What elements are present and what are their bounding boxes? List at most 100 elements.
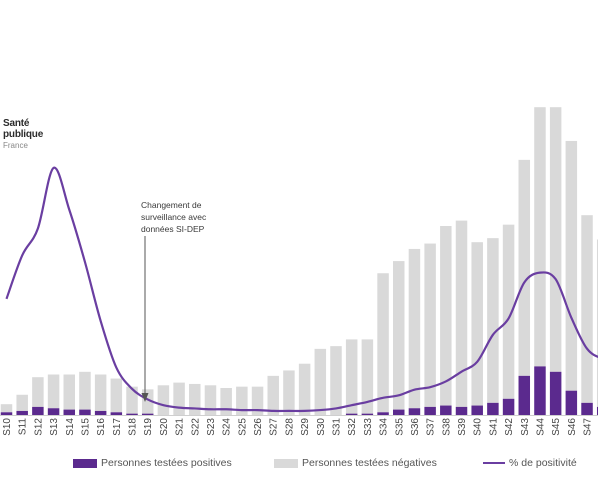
legend-item-positives: Personnes testées positives (73, 457, 232, 469)
bar-negative-s42 (502, 224, 515, 399)
bar-negative-s33 (361, 339, 374, 414)
bar-positive-s48 (596, 406, 598, 415)
brand-line-1: Santé (3, 118, 30, 129)
x-tick-label-s18: S18 (128, 418, 139, 436)
bar-positive-s13 (47, 408, 60, 415)
bar-negative-s34 (377, 273, 389, 413)
bar-negative-s46 (565, 140, 578, 391)
x-tick-label-s41: S41 (488, 418, 499, 436)
bar-negative-s44 (534, 107, 546, 367)
x-tick-label-s16: S16 (96, 418, 107, 436)
x-tick-label-s47: S47 (583, 418, 594, 436)
sidep-annotation: Changement de surveillance avec données … (141, 199, 261, 235)
legend-swatch-rate (483, 462, 505, 464)
bar-positive-s10 (0, 412, 13, 415)
bar-negative-s19 (141, 389, 154, 414)
x-tick-label-s40: S40 (473, 418, 484, 436)
x-tick-label-s15: S15 (80, 418, 91, 436)
x-tick-label-s44: S44 (535, 418, 546, 436)
bar-negative-s35 (393, 261, 405, 410)
legend-item-negatives: Personnes testées négatives (274, 457, 437, 469)
bar-negative-s21 (173, 382, 185, 415)
bar-negative-s48 (596, 239, 598, 407)
bar-positive-s36 (408, 408, 421, 415)
x-tick-label-s45: S45 (551, 418, 562, 436)
bar-negative-s41 (487, 238, 499, 403)
bar-negative-s18 (126, 386, 138, 414)
bar-positive-s11 (16, 410, 28, 415)
bar-negative-s37 (424, 243, 436, 407)
bar-positive-s33 (361, 413, 374, 415)
annotation-line-3: données SI-DEP (141, 224, 205, 234)
positivity-line-group (5, 166, 598, 413)
bar-negative-s30 (314, 348, 327, 415)
bar-negative-s23 (204, 385, 217, 415)
x-tick-label-s46: S46 (567, 418, 578, 436)
bar-negative-s38 (440, 226, 452, 406)
bar-positive-s16 (94, 410, 107, 415)
bar-negative-s17 (110, 378, 123, 413)
x-tick-label-s22: S22 (190, 418, 201, 436)
bar-negative-s43 (518, 159, 531, 376)
x-tick-label-s43: S43 (520, 418, 531, 436)
bar-negative-s27 (267, 375, 279, 415)
bar-negative-s25 (236, 386, 248, 415)
bar-negative-s31 (330, 346, 342, 415)
bar-negative-s28 (283, 370, 295, 415)
brand-line-3: France (3, 141, 28, 150)
x-tick-label-s35: S35 (394, 418, 405, 436)
bar-positive-s14 (63, 409, 76, 415)
x-tick-label-s36: S36 (410, 418, 421, 436)
legend: Personnes testées positives Personnes te… (0, 455, 598, 475)
bar-positive-s34 (377, 412, 389, 415)
bar-negative-s13 (47, 374, 60, 409)
legend-label-rate: % de positivité (509, 457, 577, 469)
annotation-line-1: Changement de (141, 200, 202, 210)
x-tick-label-s34: S34 (379, 418, 390, 436)
bar-negative-s40 (471, 242, 483, 406)
bar-positive-s37 (424, 406, 436, 415)
bar-negative-s14 (63, 374, 76, 410)
x-tick-label-s21: S21 (175, 418, 186, 436)
x-tick-label-s25: S25 (237, 418, 248, 436)
bar-positive-s43 (518, 375, 531, 415)
bar-positive-s17 (110, 412, 123, 415)
legend-item-rate: % de positivité (483, 457, 577, 469)
x-tick-label-s31: S31 (331, 418, 342, 436)
bar-negative-s24 (220, 388, 232, 415)
bar-negative-s36 (408, 248, 421, 409)
bar-positive-s44 (534, 366, 546, 415)
brand-line-2: publique (3, 129, 44, 140)
x-tick-label-s37: S37 (426, 418, 437, 436)
x-tick-label-s10: S10 (2, 418, 13, 436)
bar-positive-s18 (126, 413, 138, 415)
x-tick-label-s38: S38 (441, 418, 452, 436)
bar-negative-s39 (455, 220, 468, 407)
x-tick-labels: S10 S11 S12 S13 S14 S15 S16 S17 S18 S19 S20 S21 S22 S… (2, 418, 594, 436)
bar-negative-s26 (251, 386, 264, 415)
x-tick-label-s14: S14 (65, 418, 76, 436)
x-tick-label-s26: S26 (253, 418, 264, 436)
legend-label-positives: Personnes testées positives (101, 457, 232, 469)
bar-negative-s10 (0, 404, 13, 413)
bars-group (0, 107, 598, 415)
positivity-rate-line (5, 166, 598, 413)
bar-positive-s45 (549, 371, 562, 415)
bar-negative-s29 (298, 363, 311, 415)
x-tick-label-s13: S13 (49, 418, 60, 436)
x-tick-label-s30: S30 (316, 418, 327, 436)
bar-positive-s39 (455, 406, 468, 415)
bar-positive-s47 (581, 402, 593, 415)
x-tick-label-s24: S24 (222, 418, 233, 436)
bar-positive-s46 (565, 390, 578, 415)
legend-label-negatives: Personnes testées négatives (302, 457, 437, 469)
x-tick-label-s20: S20 (159, 418, 170, 436)
x-tick-label-s11: S11 (18, 418, 29, 435)
bar-positive-s19 (141, 413, 154, 415)
x-tick-label-s28: S28 (284, 418, 295, 436)
x-tick-label-s32: S32 (347, 418, 358, 436)
x-tick-label-s39: S39 (457, 418, 468, 436)
bar-negative-s47 (581, 215, 593, 403)
bar-positive-s32 (345, 413, 358, 415)
